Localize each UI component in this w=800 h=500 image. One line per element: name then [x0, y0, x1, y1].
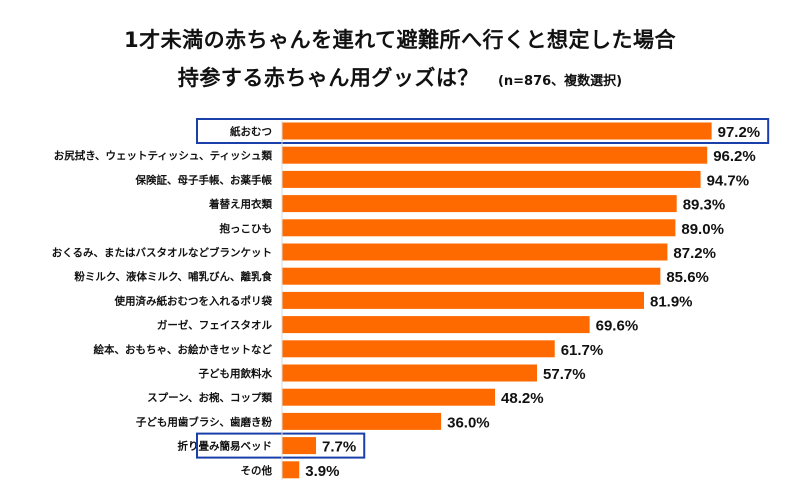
category-label: 折り畳み簡易ベッド: [178, 440, 273, 453]
data-label: 7.7%: [322, 439, 356, 456]
highlight-box: [196, 432, 366, 459]
bar: [282, 122, 712, 140]
chart-title-line1: 1才未満の赤ちゃんを連れて避難所へ行くと想定した場合: [124, 28, 676, 52]
data-label: 87.2%: [673, 245, 716, 262]
bar: [282, 170, 701, 188]
data-label: 3.9%: [305, 463, 339, 480]
highlight-box: [196, 118, 770, 144]
category-label: ガーゼ、フェイスタオル: [157, 319, 273, 332]
bar: [282, 291, 644, 309]
bar: [282, 267, 661, 285]
category-label: 着替え用衣類: [208, 198, 272, 211]
data-label: 69.6%: [596, 318, 639, 335]
data-label: 89.3%: [683, 197, 726, 214]
category-label: スプーン、お椀、コップ類: [147, 391, 272, 404]
category-label: 保険証、母子手帳、お薬手帳: [135, 173, 273, 186]
bar: [282, 146, 708, 164]
bar: [282, 316, 590, 334]
category-label: お尻拭き、ウェットティッシュ、ティッシュ類: [54, 149, 273, 162]
data-label: 81.9%: [650, 293, 693, 310]
bar: [282, 461, 300, 479]
bar: [282, 243, 668, 261]
data-label: 94.7%: [707, 172, 750, 189]
bar: [282, 364, 538, 382]
chart-title-line2: 持参する赤ちゃん用グッズは？: [177, 66, 479, 90]
data-label: 96.2%: [713, 148, 756, 165]
data-label: 36.0%: [447, 414, 490, 431]
bar: [282, 437, 317, 455]
bar: [282, 219, 676, 237]
category-label: 紙おむつ: [230, 125, 272, 138]
category-label: 使用済み紙おむつを入れるポリ袋: [114, 294, 273, 307]
chart-title-line2-row: 持参する赤ちゃん用グッズは？ (n=876、複数選択): [0, 62, 800, 92]
bar: [282, 412, 442, 430]
category-label: 粉ミルク、液体ミルク、哺乳びん、離乳食: [74, 270, 272, 283]
category-label: 抱っこひも: [220, 222, 273, 235]
data-label: 48.2%: [501, 390, 544, 407]
bar: [282, 195, 677, 213]
data-label: 97.2%: [718, 124, 761, 141]
bar: [282, 340, 555, 358]
data-label: 85.6%: [666, 269, 709, 286]
data-label: 89.0%: [681, 221, 724, 238]
category-label: 子ども用飲料水: [199, 367, 273, 380]
category-label: その他: [241, 464, 273, 477]
bar: [282, 388, 496, 406]
data-label: 61.7%: [561, 342, 604, 359]
data-label: 57.7%: [543, 366, 586, 383]
category-label: おくるみ、またはバスタオルなどブランケット: [52, 246, 272, 259]
category-label: 絵本、おもちゃ、お絵かきセットなど: [94, 343, 273, 356]
sample-note: (n=876、複数選択): [497, 74, 623, 89]
category-label: 子ども用歯ブラシ、歯磨き粉: [136, 415, 273, 428]
